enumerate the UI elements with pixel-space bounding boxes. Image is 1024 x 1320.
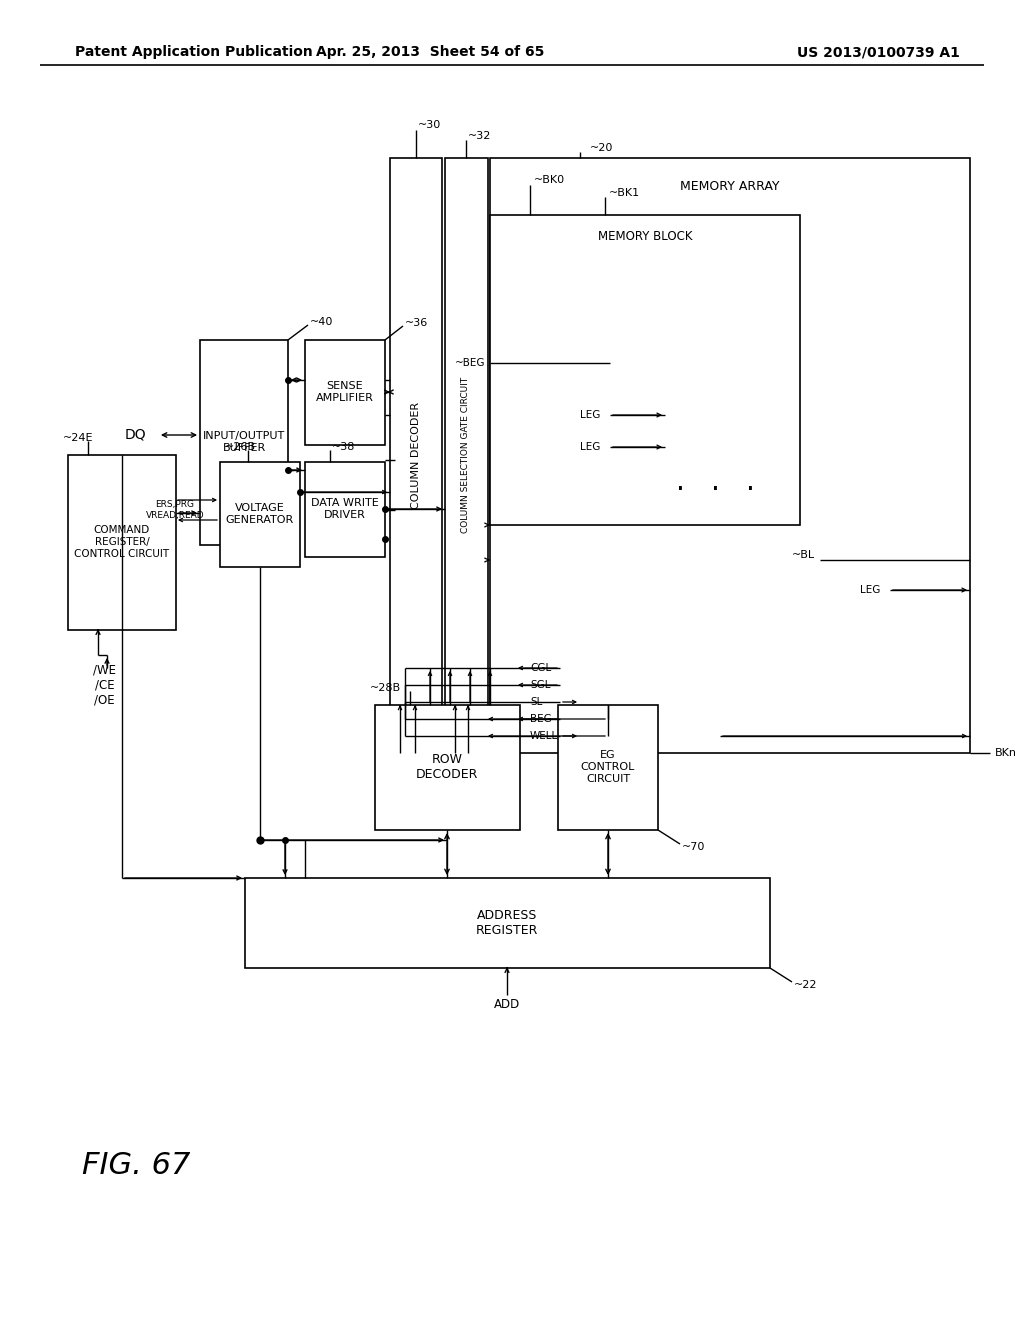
Text: ~32: ~32 [468,131,492,141]
Text: BEG: BEG [530,714,552,723]
Bar [305,341,385,445]
Text: SL: SL [530,697,543,708]
Text: ~70: ~70 [682,842,706,851]
Text: EG
CONTROL
CIRCUIT: EG CONTROL CIRCUIT [581,750,635,784]
Text: ·: · [745,477,755,504]
Text: LEG: LEG [860,585,881,595]
Text: ~38: ~38 [332,442,355,451]
Text: ~BEG: ~BEG [455,358,485,368]
Bar [490,215,800,525]
Bar [200,341,288,545]
Bar [375,705,520,830]
Text: ~30: ~30 [418,120,441,129]
Text: CGL: CGL [530,663,551,673]
Text: ~BK0: ~BK0 [534,176,565,185]
Text: Patent Application Publication: Patent Application Publication [75,45,312,59]
Text: ROW
DECODER: ROW DECODER [416,752,478,781]
Text: COLUMN SELECTION GATE CIRCUIT: COLUMN SELECTION GATE CIRCUIT [462,378,470,533]
Text: Apr. 25, 2013  Sheet 54 of 65: Apr. 25, 2013 Sheet 54 of 65 [315,45,544,59]
Bar [68,455,176,630]
Bar [305,462,385,557]
Text: ERS,PRG
VREAD,READ: ERS,PRG VREAD,READ [145,500,205,520]
Text: SENSE
AMPLIFIER: SENSE AMPLIFIER [316,381,374,403]
Text: ~BL: ~BL [792,550,815,560]
Text: ~36: ~36 [406,318,428,327]
Bar [558,705,658,830]
Text: ADD: ADD [494,998,520,1011]
Text: COMMAND
REGISTER/
CONTROL CIRCUIT: COMMAND REGISTER/ CONTROL CIRCUIT [75,525,170,558]
Bar [445,158,488,752]
Text: LEG: LEG [580,442,600,451]
Text: COLUMN DECODER: COLUMN DECODER [411,401,421,508]
Bar [390,158,442,752]
Text: ADDRESS
REGISTER: ADDRESS REGISTER [476,909,539,937]
Text: ·: · [711,477,720,504]
Text: WELL: WELL [530,731,558,741]
Bar [245,878,770,968]
Text: INPUT/OUTPUT
BUFFER: INPUT/OUTPUT BUFFER [203,432,285,453]
Text: LEG: LEG [580,411,600,420]
Text: DQ: DQ [125,428,146,442]
Text: ~20: ~20 [590,143,613,153]
Bar [220,462,300,568]
Text: MEMORY BLOCK: MEMORY BLOCK [598,231,692,243]
Text: ~BK1: ~BK1 [609,187,640,198]
Text: ~28B: ~28B [370,682,401,693]
Text: SGL: SGL [530,680,551,690]
Text: ~40: ~40 [310,317,334,327]
Text: ~22: ~22 [794,979,817,990]
Text: MEMORY ARRAY: MEMORY ARRAY [680,180,779,193]
Text: /WE
/CE
/OE: /WE /CE /OE [93,664,116,706]
Text: ~24E: ~24E [63,433,93,444]
Text: ~26B: ~26B [225,442,256,451]
Text: ·: · [676,477,684,504]
Text: FIG. 67: FIG. 67 [82,1151,190,1180]
Text: DATA WRITE
DRIVER: DATA WRITE DRIVER [311,498,379,520]
Text: VOLTAGE
GENERATOR: VOLTAGE GENERATOR [226,503,294,525]
Text: US 2013/0100739 A1: US 2013/0100739 A1 [797,45,961,59]
Text: BKn: BKn [995,748,1017,758]
Bar [490,158,970,752]
